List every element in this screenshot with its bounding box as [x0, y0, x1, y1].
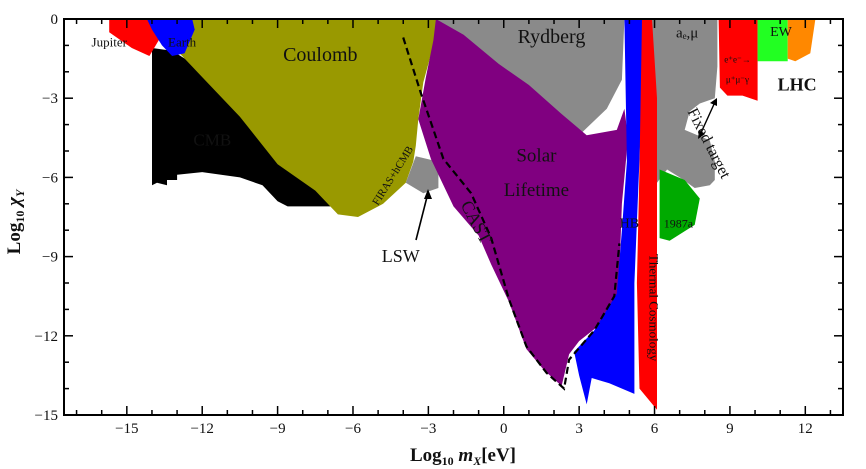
region-a-e-fixed-target	[652, 19, 718, 188]
label-jupiter: Jupiter	[92, 35, 128, 50]
label-lsw: LSW	[382, 246, 420, 266]
y-tick-label: −15	[35, 408, 58, 424]
label-solar: Solar	[516, 146, 557, 167]
x-tick-label: −3	[420, 421, 436, 437]
label-e-e: e⁺e⁻→	[724, 55, 751, 65]
x-tick-label: 9	[726, 421, 734, 437]
region-hb	[574, 19, 645, 405]
y-tick-label: −12	[35, 329, 58, 345]
boundary-lines	[402, 37, 621, 391]
x-tick-label: −12	[190, 421, 213, 437]
region-ew	[757, 19, 788, 62]
region-rydberg	[435, 19, 625, 136]
label-earth: Earth	[168, 35, 197, 50]
label-cmb: CMB	[193, 131, 231, 150]
region-coulomb	[162, 19, 439, 217]
x-tick-label: 0	[500, 421, 508, 437]
region-earth	[146, 19, 195, 56]
label-rydberg: Rydberg	[518, 26, 586, 48]
region-lhc	[787, 19, 816, 62]
label-a: aₑ,μ	[676, 25, 698, 41]
region-jupiter	[109, 19, 162, 56]
x-tick-label: 3	[575, 421, 583, 437]
region-1987a	[659, 169, 700, 241]
label-: μ⁺μ⁻γ	[726, 74, 749, 84]
y-axis-title: Log10 χY	[4, 188, 27, 254]
x-tick-label: −15	[115, 421, 138, 437]
x-tick-label: −9	[270, 421, 286, 437]
label-ew: EW	[770, 25, 793, 40]
y-axis-ticks: 0 −3 −6 −9 −12 −15	[35, 12, 843, 424]
region-thermal-cosmology	[636, 19, 657, 410]
lsw-arrow	[415, 192, 429, 241]
fixed-target-arrowhead-up	[710, 98, 717, 106]
label-thermal-cosmology: Thermal Cosmology	[647, 254, 662, 362]
exclusion-regions	[109, 19, 816, 410]
x-tick-label: −6	[345, 421, 361, 437]
region-e-e	[718, 19, 758, 101]
region-lsw	[405, 156, 439, 194]
label-arrows	[415, 98, 717, 241]
y-tick-label: −6	[42, 170, 58, 186]
x-axis-ticks: −15 −12 −9 −6 −3 0 3 6 9 12	[75, 19, 832, 437]
x-tick-label: 12	[798, 421, 813, 437]
x-axis-title: Log10 mX[eV]	[410, 445, 516, 468]
boundary-cast	[402, 37, 621, 391]
region-solar-lifetime	[418, 19, 629, 386]
y-tick-label: −9	[42, 250, 58, 266]
y-tick-label: 0	[51, 12, 59, 28]
y-tick-label: −3	[42, 91, 58, 107]
label-lifetime: Lifetime	[504, 180, 569, 201]
label-hb: HB	[620, 217, 639, 232]
lsw-arrowhead	[424, 189, 432, 199]
label-lhc: LHC	[778, 74, 817, 94]
x-tick-label: 6	[651, 421, 659, 437]
fixed-target-arrow	[699, 101, 716, 136]
fixed-target-arrowhead-down	[698, 130, 705, 139]
label-1987a: 1987a	[664, 217, 694, 231]
label-coulomb: Coulomb	[283, 44, 357, 66]
